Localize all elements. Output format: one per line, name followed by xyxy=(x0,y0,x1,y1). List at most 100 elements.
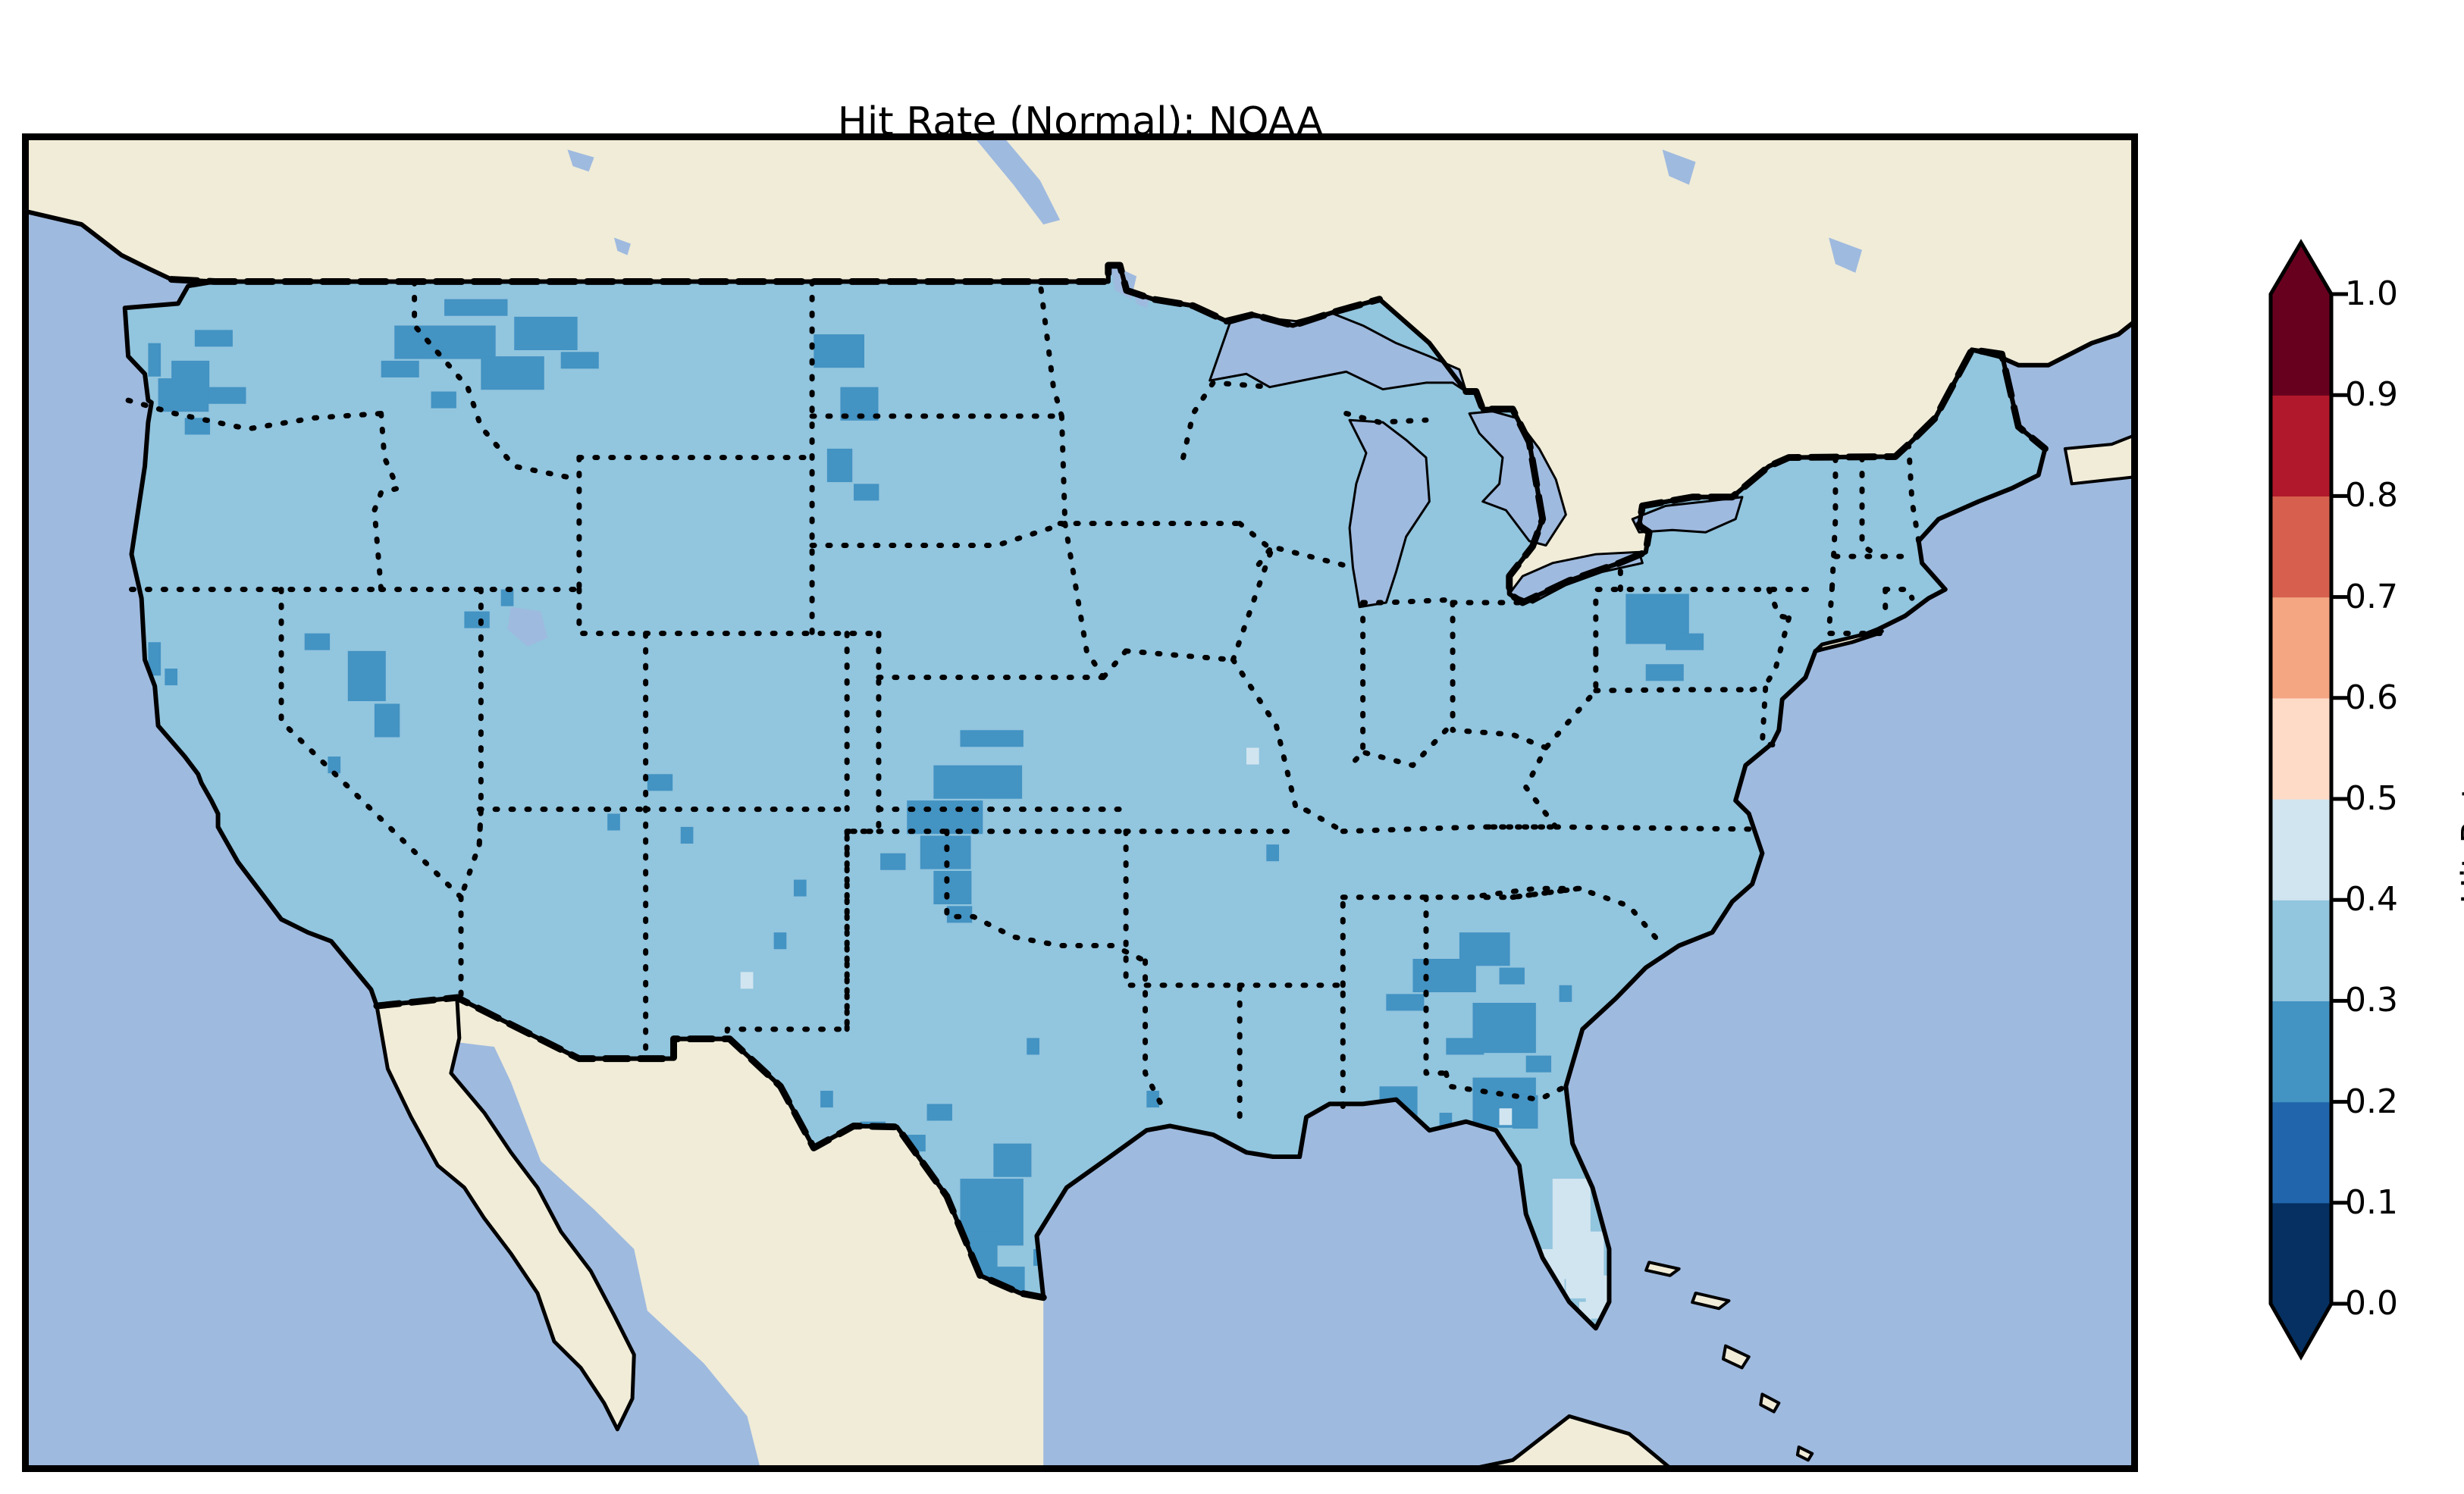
data-cell-band-0.2-0.3-46 xyxy=(1499,967,1525,985)
data-cell-band-0.4-0.5-4 xyxy=(1578,1301,1605,1319)
data-cell-band-0.2-0.3-29 xyxy=(960,730,1024,747)
data-cell-band-0.2-0.3-25 xyxy=(647,774,673,791)
colorbar-tick-label-8: 0.8 xyxy=(2345,476,2398,515)
data-cell-band-0.2-0.3-42 xyxy=(1459,932,1510,966)
long-island xyxy=(1814,629,1884,653)
data-cell-band-0.2-0.3-45 xyxy=(1446,1038,1484,1055)
state-border-26 xyxy=(1123,828,1243,1120)
state-border-39 xyxy=(1766,587,1792,621)
colorbar-tick-label-9: 0.9 xyxy=(2345,375,2398,415)
colorbar-band-6 xyxy=(2271,597,2331,699)
colorbar-tick-label-1: 0.1 xyxy=(2345,1182,2398,1222)
data-cell-band-0.2-0.3-7 xyxy=(444,299,508,316)
data-cell-band-0.2-0.3-47 xyxy=(1559,985,1572,1002)
state-border-29 xyxy=(1340,885,1582,900)
colorbar-axis-label: Hit Rate xyxy=(2453,763,2464,904)
data-cell-band-0.2-0.3-22 xyxy=(328,756,341,774)
data-cell-band-0.2-0.3-40 xyxy=(1645,664,1684,681)
data-cell-band-0.4-0.5-6 xyxy=(740,972,754,989)
data-cell-band-0.2-0.3-64 xyxy=(1266,844,1279,862)
data-cell-band-0.2-0.3-36 xyxy=(773,932,787,950)
data-cell-band-0.2-0.3-15 xyxy=(826,448,853,483)
state-border-68 xyxy=(1303,807,1346,835)
lake-michigan xyxy=(1350,420,1430,607)
colorbar[interactable]: Hit Rate 0.0 0.1 0.2 0.3 0.4 0.5 0.6 0.7 0.8 0.9 1… xyxy=(2263,227,2464,1440)
map-canvas xyxy=(25,136,2135,1469)
lake-michigan-outline xyxy=(1348,418,1431,609)
data-cell-band-0.2-0.3-3 xyxy=(208,387,246,404)
colorbar-band-1 xyxy=(2271,1101,2331,1204)
data-cell-band-0.2-0.3-23 xyxy=(148,642,161,676)
state-border-34 xyxy=(1466,885,1582,900)
state-border-28 xyxy=(1237,982,1346,1111)
state-border-14 xyxy=(412,278,582,483)
canada-coastline xyxy=(25,136,2135,605)
lake-erie-outline xyxy=(1508,550,1644,604)
state-border-70 xyxy=(458,807,484,900)
data-cell-band-0.4-0.5-7 xyxy=(1246,747,1259,765)
data-cell-band-0.2-0.3-11 xyxy=(560,352,599,369)
data-cell-band-0.2-0.3-39 xyxy=(1666,633,1704,650)
state-border-50 xyxy=(1037,278,1064,419)
bahamas-island-4 xyxy=(1795,1445,1814,1462)
data-cell-band-0.2-0.3-30 xyxy=(907,800,983,835)
colorbar-band-5 xyxy=(2271,697,2331,800)
colorbar-tick-label-5: 0.5 xyxy=(2345,779,2398,818)
lake-small-11 xyxy=(1662,149,1696,185)
map-axes[interactable] xyxy=(22,133,2138,1472)
state-border-57 xyxy=(1829,455,1839,590)
colorbar-band-2 xyxy=(2271,1001,2331,1103)
state-border-63 xyxy=(1100,648,1129,681)
state-border-3 xyxy=(278,587,464,900)
state-border-49 xyxy=(1180,380,1276,461)
mexico-landmass xyxy=(376,998,1044,1469)
data-cell-band-0.2-0.3-2 xyxy=(158,378,209,412)
data-cell-band-0.2-0.3-9 xyxy=(381,360,419,377)
canada-landmass xyxy=(25,136,2135,603)
state-border-0 xyxy=(125,397,384,432)
state-border-31 xyxy=(1423,894,1449,1076)
lake-small-3 xyxy=(613,237,631,255)
data-cell-band-0.2-0.3-19 xyxy=(304,633,331,650)
colorbar-tick-label-2: 0.2 xyxy=(2345,1082,2398,1121)
colorbar-tick-label-4: 0.4 xyxy=(2345,880,2398,919)
data-cell-band-0.2-0.3-65 xyxy=(820,1091,833,1108)
data-cell-band-0.2-0.3-21 xyxy=(500,589,514,606)
data-cell-band-0.2-0.3-27 xyxy=(607,813,620,831)
data-cell-band-0.2-0.3-51 xyxy=(1525,1055,1552,1073)
state-border-58 xyxy=(1859,455,1882,559)
state-border-54 xyxy=(1360,597,1449,606)
lake-ontario xyxy=(1632,496,1742,533)
colorbar-band-4 xyxy=(2271,799,2331,900)
lake-small-2 xyxy=(567,149,594,172)
state-border-33 xyxy=(1509,885,1666,949)
state-border-43 xyxy=(1343,600,1366,772)
bahamas-island-3 xyxy=(1759,1392,1781,1414)
bahamas-island-0 xyxy=(1644,1261,1681,1277)
colorbar-band-8 xyxy=(2271,395,2331,496)
colorbar-band-7 xyxy=(2271,496,2331,598)
data-cell-band-0.2-0.3-43 xyxy=(1386,994,1425,1011)
data-cell-band-0.2-0.3-34 xyxy=(880,853,906,870)
data-cell-band-0.2-0.3-17 xyxy=(347,650,386,701)
state-border-1 xyxy=(371,411,401,593)
lake-ontario-outline xyxy=(1631,496,1744,534)
state-border-47 xyxy=(1062,521,1106,681)
state-border-25 xyxy=(1143,958,1166,1111)
state-border-12 xyxy=(844,631,882,835)
colorbar-tick-label-0: 0.0 xyxy=(2345,1284,2398,1323)
state-border-69 xyxy=(1450,727,1549,750)
data-cell-band-0.2-0.3-24 xyxy=(165,669,178,686)
colorbar-tick-label-10: 1.0 xyxy=(2345,274,2398,313)
lake-winnipeg xyxy=(973,136,1061,225)
data-cell-band-0.2-0.3-63 xyxy=(1146,1091,1159,1108)
map-frame xyxy=(25,136,2135,1469)
data-cell-band-0.2-0.3-8 xyxy=(481,356,544,390)
colorbar-extend-over xyxy=(2271,243,2331,294)
data-cell-band-0.4-0.5-5 xyxy=(1499,1108,1513,1126)
nova-scotia xyxy=(2063,433,2135,486)
data-cell-band-0.2-0.3-37 xyxy=(1027,1038,1039,1055)
data-cell-band-0.2-0.3-5 xyxy=(148,343,161,377)
state-border-30 xyxy=(1340,824,1559,835)
colorbar-tick-label-3: 0.3 xyxy=(2345,981,2398,1020)
